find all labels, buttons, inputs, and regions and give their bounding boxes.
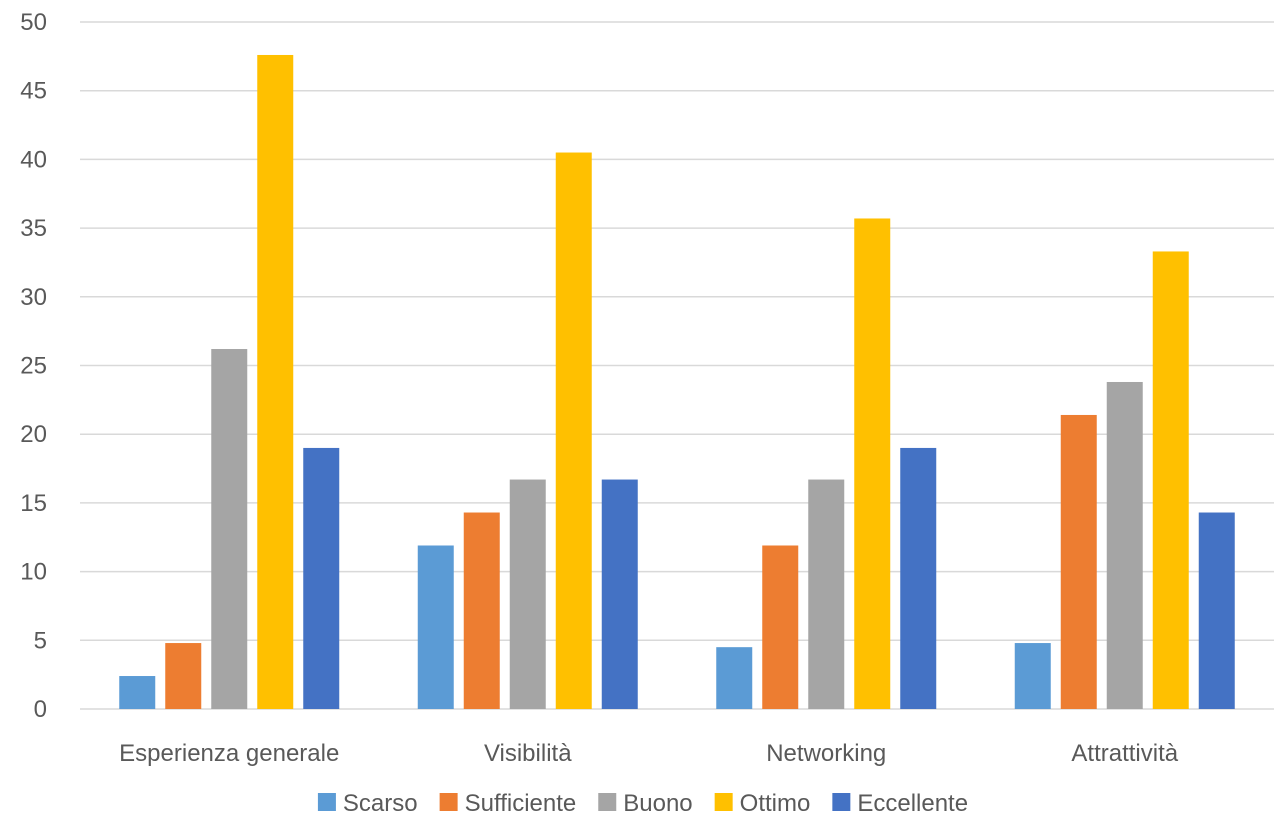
bar-ottimo-2	[555, 152, 592, 709]
bar-eccellente-3	[900, 447, 937, 709]
legend-label-eccellente: Eccellente	[857, 790, 968, 817]
x-category-label: Attrattività	[1071, 740, 1178, 767]
bar-ottimo-3	[854, 218, 891, 709]
y-tick-label: 30	[20, 284, 47, 311]
bars	[119, 54, 1235, 709]
legend-swatch-buono	[598, 793, 617, 811]
bar-scarso-2	[417, 545, 454, 709]
y-tick-label: 5	[34, 627, 47, 654]
bar-ottimo-4	[1152, 251, 1189, 709]
bar-buono-4	[1106, 381, 1143, 709]
bar-eccellente-2	[601, 479, 638, 709]
legend-swatch-ottimo	[714, 793, 733, 811]
y-tick-label: 50	[20, 9, 47, 36]
legend: Scarso Sufficiente Buono Ottimo Eccellente	[317, 790, 968, 817]
bar-ottimo-1	[257, 54, 294, 709]
y-axis: 0 5 10 15 20 25 30 35 40 45 50	[20, 9, 47, 723]
y-tick-label: 35	[20, 215, 47, 242]
x-category-label: Visibilità	[484, 740, 572, 767]
bar-scarso-4	[1014, 643, 1051, 709]
y-tick-label: 45	[20, 78, 47, 105]
bar-scarso-1	[119, 676, 156, 709]
y-tick-label: 20	[20, 421, 47, 448]
bar-eccellente-1	[303, 447, 340, 709]
x-category-label: Esperienza generale	[119, 740, 339, 767]
bar-sufficiente-2	[463, 512, 500, 709]
bar-sufficiente-4	[1060, 414, 1097, 709]
legend-label-ottimo: Ottimo	[740, 790, 811, 817]
bar-buono-1	[211, 349, 248, 709]
legend-label-buono: Buono	[623, 790, 692, 817]
legend-swatch-scarso	[317, 793, 336, 811]
bar-scarso-3	[716, 647, 753, 709]
legend-swatch-eccellente	[832, 793, 851, 811]
bar-sufficiente-1	[165, 643, 202, 709]
y-tick-label: 25	[20, 353, 47, 380]
legend-swatch-sufficiente	[439, 793, 458, 811]
x-axis: Esperienza generale Visibilità Networking A…	[119, 740, 1179, 767]
legend-label-scarso: Scarso	[343, 790, 418, 817]
bar-buono-3	[808, 479, 845, 709]
y-tick-label: 10	[20, 559, 47, 586]
x-category-label: Networking	[766, 740, 886, 767]
bar-eccellente-4	[1198, 512, 1235, 709]
bar-buono-2	[509, 479, 546, 709]
y-tick-label: 40	[20, 146, 47, 173]
legend-label-sufficiente: Sufficiente	[465, 790, 577, 817]
y-tick-label: 15	[20, 490, 47, 517]
y-tick-label: 0	[34, 696, 47, 723]
bar-sufficiente-3	[762, 545, 799, 709]
